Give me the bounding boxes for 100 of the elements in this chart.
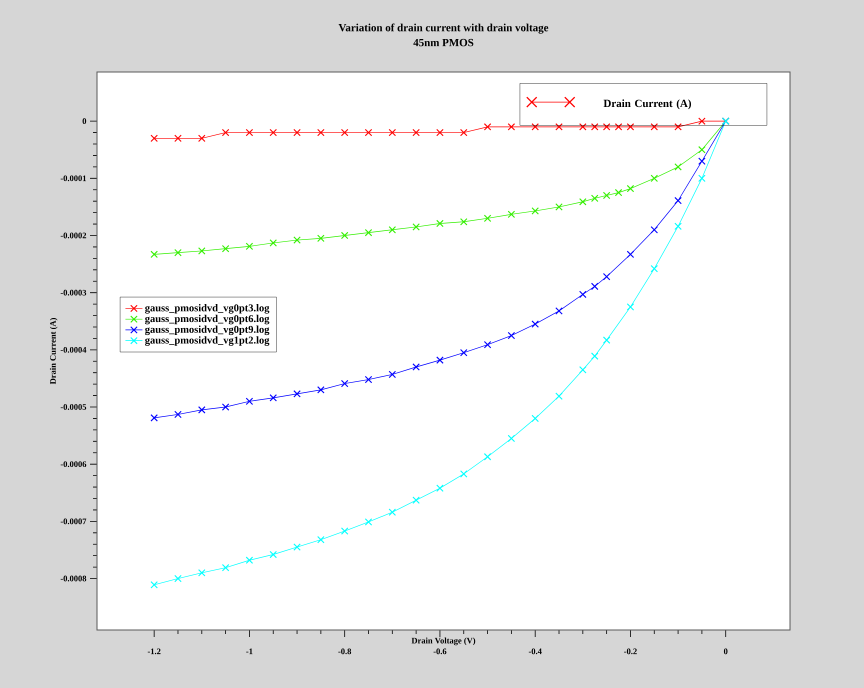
y-tick-label: 0	[82, 118, 86, 124]
point	[174, 574, 182, 582]
point	[270, 128, 277, 136]
point	[579, 123, 587, 131]
point	[317, 128, 325, 136]
point	[531, 414, 539, 422]
point	[270, 394, 277, 402]
point	[222, 564, 230, 572]
x-tick-label: -0.4	[528, 648, 542, 654]
point	[222, 128, 230, 136]
x-tick-label: -0.2	[624, 648, 637, 654]
x-tick-label: -1.2	[148, 648, 161, 654]
y-tick-label: -0.0003	[60, 290, 86, 296]
point	[340, 527, 348, 535]
point	[650, 226, 658, 234]
point	[317, 386, 325, 394]
y-axis-title: Drain Current (A)	[50, 318, 58, 384]
point	[508, 123, 516, 131]
point	[591, 194, 598, 202]
point	[436, 484, 444, 492]
point	[246, 128, 254, 136]
point	[460, 128, 468, 136]
y-tick-label: -0.0005	[60, 404, 86, 410]
point	[650, 264, 658, 272]
point	[388, 508, 396, 516]
y-tick-label: -0.0006	[60, 461, 86, 468]
y-tick-label: -0.0007	[60, 518, 86, 524]
point	[412, 223, 420, 231]
point	[674, 163, 682, 171]
point	[340, 380, 348, 388]
point	[626, 184, 634, 192]
point	[555, 123, 563, 131]
point	[531, 123, 539, 131]
point	[150, 581, 158, 589]
point	[674, 123, 682, 131]
x-tick-label: -0.8	[338, 648, 352, 654]
point	[650, 123, 658, 131]
point	[317, 234, 325, 242]
point	[484, 123, 492, 131]
point	[198, 247, 206, 255]
point	[293, 543, 301, 551]
legend-label: gauss_pmosidvd_vg0pt9.log	[145, 326, 270, 336]
point	[388, 128, 396, 136]
point	[579, 366, 587, 374]
point	[591, 282, 598, 290]
point	[508, 210, 516, 218]
point	[150, 250, 158, 258]
point	[436, 220, 444, 228]
point	[293, 390, 301, 398]
point	[555, 307, 563, 315]
x-tick-label: -0.6	[434, 648, 446, 654]
point	[364, 376, 372, 384]
point	[198, 569, 206, 577]
point	[388, 226, 396, 234]
point	[698, 157, 706, 165]
point	[626, 250, 634, 258]
point	[340, 128, 348, 136]
y-tick-label: -0.0002	[60, 232, 86, 238]
point	[484, 214, 492, 222]
point	[614, 123, 622, 131]
point	[222, 244, 230, 252]
point	[602, 336, 610, 344]
chart-title: Variation of drain current with drain voltage	[338, 24, 548, 34]
point	[436, 356, 444, 364]
y-tick-label: -0.0001	[60, 175, 86, 182]
point	[150, 414, 158, 422]
point	[412, 363, 420, 371]
point	[246, 556, 254, 564]
point	[614, 188, 622, 196]
point	[174, 410, 182, 418]
point	[293, 236, 301, 244]
point	[460, 218, 468, 226]
point	[436, 128, 444, 136]
point	[246, 242, 254, 250]
y-tick-label: -0.0004	[60, 346, 86, 353]
point	[412, 496, 420, 504]
point	[364, 128, 372, 136]
point	[602, 123, 610, 131]
point	[579, 198, 587, 206]
point	[602, 192, 610, 200]
point	[674, 196, 682, 204]
point	[555, 392, 563, 400]
point	[460, 470, 468, 478]
annotation: Drain Current (A)	[604, 99, 692, 110]
point	[293, 128, 301, 136]
chart-subtitle: 45nm PMOS	[413, 38, 474, 46]
point	[412, 128, 420, 136]
point	[222, 403, 230, 411]
point	[317, 536, 325, 544]
point	[591, 352, 598, 360]
point	[698, 174, 706, 182]
point	[626, 123, 634, 131]
point	[198, 406, 206, 414]
point	[364, 518, 372, 526]
point	[270, 550, 277, 558]
point	[270, 239, 277, 247]
point	[626, 303, 634, 311]
point	[508, 332, 516, 340]
legend-label: gauss_pmosidvd_vg0pt3.log	[145, 304, 270, 314]
point	[698, 146, 706, 154]
